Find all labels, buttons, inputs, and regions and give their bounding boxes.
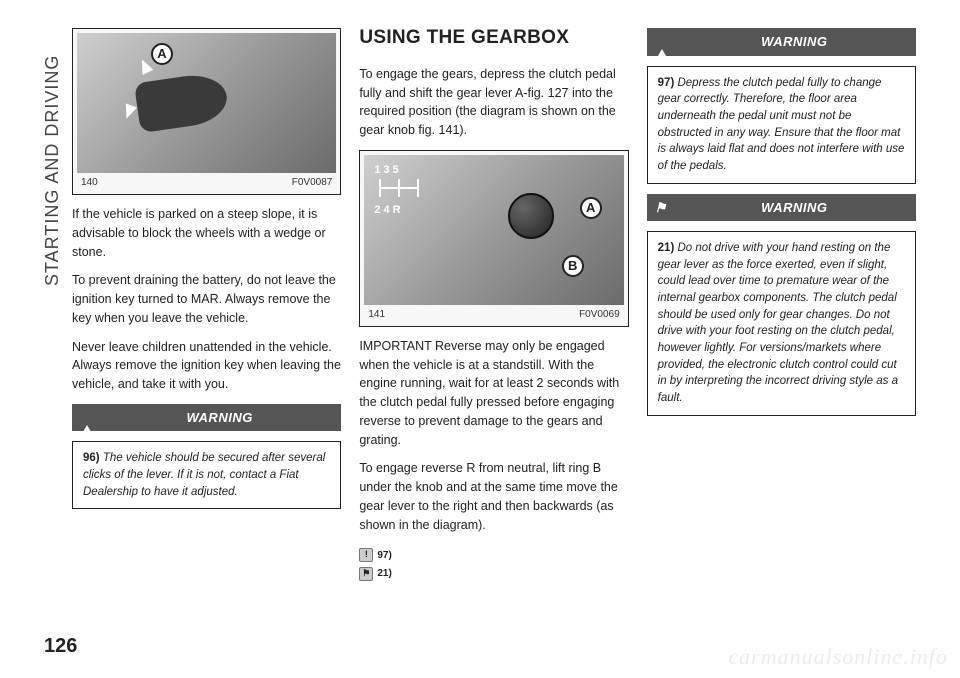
note-97-number: 97) — [658, 77, 675, 89]
arrow-down-icon — [121, 103, 137, 120]
figure-140-caption: 140 F0V0087 — [77, 173, 336, 190]
warning-triangle-icon — [80, 408, 98, 428]
inline-badges: ! 97) ⚑ 21) — [359, 544, 628, 582]
warning-bar-96: WARNING — [72, 404, 341, 432]
figure-140-image: A — [77, 33, 336, 173]
warning-label: WARNING — [106, 408, 333, 428]
warning-note-97: 97) Depress the clutch pedal fully to ch… — [647, 66, 916, 184]
figure-marker-a: A — [580, 197, 602, 219]
warning-note-96: 96) The vehicle should be secured after … — [72, 441, 341, 509]
figure-140: A 140 F0V0087 — [72, 28, 341, 195]
figure-marker-a: A — [151, 43, 173, 65]
figure-code: F0V0087 — [292, 175, 333, 190]
gear-pattern-icon — [374, 177, 424, 199]
column-2: USING THE GEARBOX To engage the gears, d… — [359, 28, 628, 650]
col2-paragraph-2: IMPORTANT Reverse may only be engaged wh… — [359, 337, 628, 450]
gear-pattern-top: 1 3 5 — [374, 163, 424, 177]
handbrake-shape — [134, 71, 230, 133]
page-content: A 140 F0V0087 If the vehicle is parked o… — [0, 0, 960, 678]
page-number: 126 — [44, 635, 77, 658]
warning-label: WARNING — [681, 32, 908, 52]
col1-paragraph-3: Never leave children unattended in the v… — [72, 338, 341, 394]
warning-triangle-icon — [655, 32, 673, 52]
caution-small-icon: ⚑ — [359, 567, 373, 581]
note-97-text: Depress the clutch pedal fully to change… — [658, 77, 905, 172]
figure-marker-b: B — [562, 255, 584, 277]
column-3: WARNING 97) Depress the clutch pedal ful… — [647, 28, 916, 650]
warning-small-icon: ! — [359, 548, 373, 562]
arrow-up-icon — [137, 57, 154, 75]
note-21-text: Do not drive with your hand resting on t… — [658, 242, 898, 404]
gear-knob-shape — [508, 193, 554, 239]
warning-bar-97: WARNING — [647, 28, 916, 56]
badge-21-text: 21) — [377, 566, 391, 581]
figure-141-caption: 141 F0V0069 — [364, 305, 623, 322]
badge-97: ! 97) — [359, 548, 391, 563]
note-21-number: 21) — [658, 242, 675, 254]
warning-note-21: 21) Do not drive with your hand resting … — [647, 231, 916, 416]
badge-21: ⚑ 21) — [359, 566, 391, 581]
figure-141-image: 1 3 5 2 4 R A B — [364, 155, 623, 305]
warning-label: WARNING — [681, 198, 908, 218]
column-1: A 140 F0V0087 If the vehicle is parked o… — [72, 28, 341, 650]
caution-flag-icon: ⚑ — [655, 198, 673, 218]
gear-pattern-label: 1 3 5 2 4 R — [374, 163, 424, 218]
col1-paragraph-1: If the vehicle is parked on a steep slop… — [72, 205, 341, 261]
heading-using-gearbox: USING THE GEARBOX — [359, 28, 628, 49]
figure-number: 140 — [81, 175, 98, 190]
figure-code: F0V0069 — [579, 307, 620, 322]
figure-141: 1 3 5 2 4 R A B 141 F0V0069 — [359, 150, 628, 327]
warning-bar-21: ⚑ WARNING — [647, 194, 916, 222]
note-96-number: 96) — [83, 452, 100, 464]
figure-number: 141 — [368, 307, 385, 322]
note-96-text: The vehicle should be secured after seve… — [83, 452, 325, 497]
watermark-text: carmanualsonline.info — [728, 644, 948, 670]
col2-paragraph-1: To engage the gears, depress the clutch … — [359, 65, 628, 140]
col2-paragraph-3: To engage reverse R from neutral, lift r… — [359, 459, 628, 534]
col1-paragraph-2: To prevent draining the battery, do not … — [72, 271, 341, 327]
badge-97-text: 97) — [377, 548, 391, 563]
gear-pattern-bottom: 2 4 R — [374, 203, 424, 217]
